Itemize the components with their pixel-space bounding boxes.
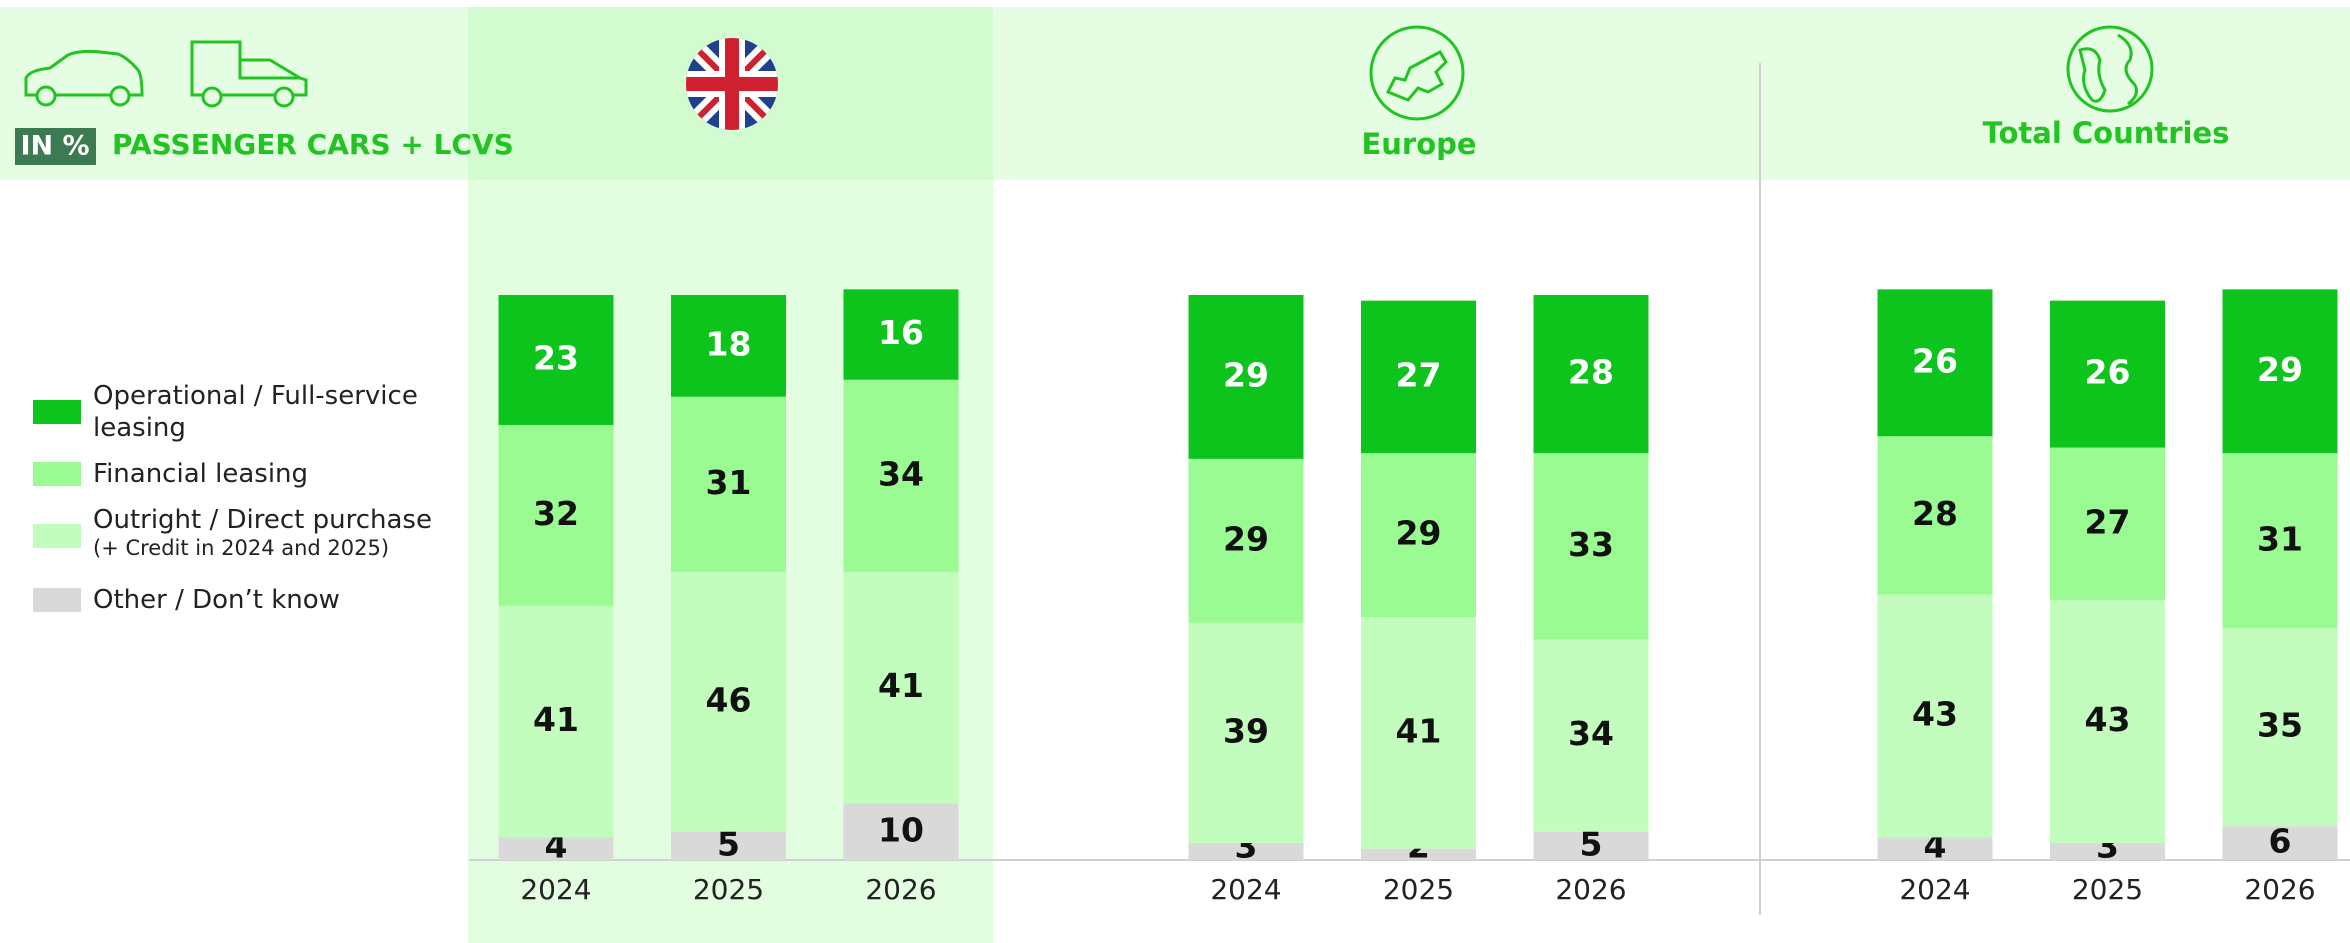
bar-segment <box>1877 289 1993 437</box>
legend-note: (+ Credit in 2024 and 2025) <box>93 536 390 560</box>
header-label: PASSENGER CARS + LCVS <box>112 128 514 161</box>
bar-segment <box>498 424 614 606</box>
x-tick-label: 2025 <box>1383 873 1454 906</box>
bar-segment <box>1533 639 1649 832</box>
bar-segment <box>1533 831 1649 860</box>
bar-segment <box>1188 295 1304 459</box>
europe-icon <box>1369 25 1465 121</box>
bar-segment <box>498 295 614 425</box>
bar-segment <box>2222 289 2338 454</box>
x-tick-label: 2026 <box>1555 873 1626 906</box>
value-label: 16 <box>878 313 924 352</box>
uk-flag <box>686 38 778 130</box>
value-label: 29 <box>2257 350 2303 389</box>
legend-swatch <box>33 524 81 548</box>
bar-segment <box>2050 300 2165 448</box>
value-label: 28 <box>1912 494 1958 533</box>
value-label: 41 <box>878 666 924 705</box>
value-label: 5 <box>717 824 740 863</box>
x-tick-label: 2025 <box>693 873 764 906</box>
value-label: 29 <box>1223 519 1269 558</box>
bar-segment <box>1188 458 1304 623</box>
legend-label: Other / Don’t know <box>93 585 340 615</box>
x-tick-label: 2024 <box>520 873 591 906</box>
header-band <box>0 7 2350 180</box>
group-title: Europe <box>1361 127 1476 161</box>
bar-segment <box>1361 848 1476 860</box>
value-label: 31 <box>706 463 752 502</box>
value-label: 26 <box>1912 341 1958 380</box>
value-label: 10 <box>878 810 924 849</box>
value-label: 41 <box>1396 711 1442 750</box>
bar-segment <box>1361 300 1476 454</box>
value-label: 43 <box>1912 694 1958 733</box>
bar-segment <box>1361 617 1476 849</box>
x-tick-label: 2024 <box>1210 873 1281 906</box>
bar-segment <box>843 803 959 860</box>
bar-segment <box>2222 453 2338 629</box>
bar-segment <box>498 837 614 860</box>
value-label: 31 <box>2257 519 2303 558</box>
bar-segment <box>1533 453 1649 640</box>
value-label: 43 <box>2085 700 2131 739</box>
value-label: 18 <box>706 324 752 363</box>
value-label: 29 <box>1396 514 1442 553</box>
bar-segment <box>2222 826 2338 860</box>
legend-swatch <box>33 462 81 486</box>
bar-segment <box>1188 843 1304 860</box>
bar-segment <box>2050 843 2165 860</box>
value-label: 41 <box>533 700 579 739</box>
bar-segment <box>671 831 786 860</box>
value-label: 29 <box>1223 355 1269 394</box>
bar-segment <box>671 396 786 572</box>
value-label: 34 <box>1568 714 1614 753</box>
bar-segment <box>843 379 959 572</box>
x-tick-label: 2026 <box>865 873 936 906</box>
group-title: Total Countries <box>1983 116 2230 150</box>
x-tick-label: 2024 <box>1899 873 1970 906</box>
bar-segment <box>671 571 786 832</box>
x-tick-label: 2026 <box>2244 873 2315 906</box>
bar-segment <box>2050 600 2165 844</box>
value-label: 26 <box>2085 353 2131 392</box>
unit: IN % <box>20 131 89 162</box>
legend-label: Financial leasing <box>93 459 309 489</box>
bar-segment <box>1361 453 1476 618</box>
bar-segment <box>2222 628 2338 827</box>
bar-segment <box>843 289 959 380</box>
bar-segment <box>1188 622 1304 844</box>
value-label: 27 <box>2085 502 2131 541</box>
value-label: 39 <box>1223 711 1269 750</box>
value-label: 35 <box>2257 706 2303 745</box>
bar-segment <box>843 571 959 804</box>
value-label: 33 <box>1568 525 1614 564</box>
value-label: 34 <box>878 454 924 493</box>
value-label: 46 <box>706 680 752 719</box>
bar-segment <box>498 605 614 838</box>
legend-swatch <box>33 400 81 424</box>
value-label: 27 <box>1396 355 1442 394</box>
globe-icon <box>2066 25 2154 113</box>
value-label: 6 <box>2269 822 2292 861</box>
value-label: 23 <box>533 338 579 377</box>
van-icon <box>190 40 308 108</box>
bar-segment <box>671 295 786 397</box>
legend-swatch <box>33 588 81 612</box>
legend-label: Operational / Full-service leasing <box>93 381 418 443</box>
unit-box <box>15 128 96 165</box>
bar-segment <box>2050 447 2165 601</box>
legend-label: Outright / Direct purchase (+ Credit in 2… <box>93 504 463 560</box>
value-label: 5 <box>1580 824 1603 863</box>
value-label: 32 <box>533 494 579 533</box>
legend-text: Outright / Direct purchase <box>93 505 432 535</box>
bar-segment <box>1877 436 1993 595</box>
car-icon <box>24 49 144 107</box>
bar-segment <box>1877 594 1993 838</box>
bar-segment <box>1877 837 1993 860</box>
bar-segment <box>1533 295 1649 454</box>
x-tick-label: 2025 <box>2072 873 2143 906</box>
value-label: 28 <box>1568 353 1614 392</box>
